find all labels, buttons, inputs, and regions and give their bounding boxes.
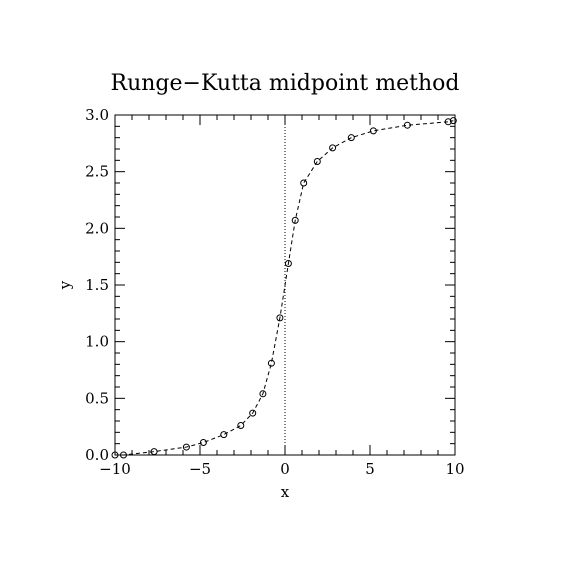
x-tick-label: 0: [280, 460, 290, 478]
data-point: [403, 121, 411, 129]
y-axis-label: y: [56, 280, 74, 290]
y-tick-label: 1.0: [85, 333, 109, 351]
data-point: [259, 390, 267, 398]
series-line: [115, 120, 454, 456]
data-point: [284, 259, 292, 267]
data-point: [276, 314, 284, 322]
y-tick-label: 0.0: [85, 446, 109, 464]
y-tick-label: 3.0: [85, 106, 109, 124]
data-point: [220, 431, 228, 439]
data-point: [444, 118, 452, 126]
x-tick-label: 5: [365, 460, 375, 478]
data-point: [300, 179, 308, 187]
data-point: [199, 439, 207, 447]
data-point: [237, 422, 245, 430]
data-point: [111, 451, 119, 459]
data-point: [249, 409, 257, 417]
data-point: [347, 134, 355, 142]
data-point: [369, 127, 377, 135]
chart-title: Runge−Kutta midpoint method: [111, 71, 460, 96]
y-tick-label: 2.0: [85, 219, 109, 237]
x-tick-label: −10: [99, 460, 131, 478]
data-point: [267, 359, 275, 367]
data-point: [291, 216, 299, 224]
data-point: [182, 443, 190, 451]
x-axis-label: x: [281, 483, 290, 501]
data-point: [329, 144, 337, 152]
y-tick-label: 1.5: [85, 276, 109, 294]
y-tick-label: 0.5: [85, 389, 109, 407]
y-tick-label: 2.5: [85, 163, 109, 181]
data-point: [449, 117, 457, 125]
x-tick-label: 10: [445, 460, 464, 478]
data-point: [313, 157, 321, 165]
data-point: [120, 451, 127, 459]
x-tick-label: −5: [189, 460, 211, 478]
plot-area: −10 −5 0 5 10 0.0 0.5 1.0 1.5 2.0 2.5 3.0: [85, 106, 464, 478]
data-point: [150, 448, 158, 456]
